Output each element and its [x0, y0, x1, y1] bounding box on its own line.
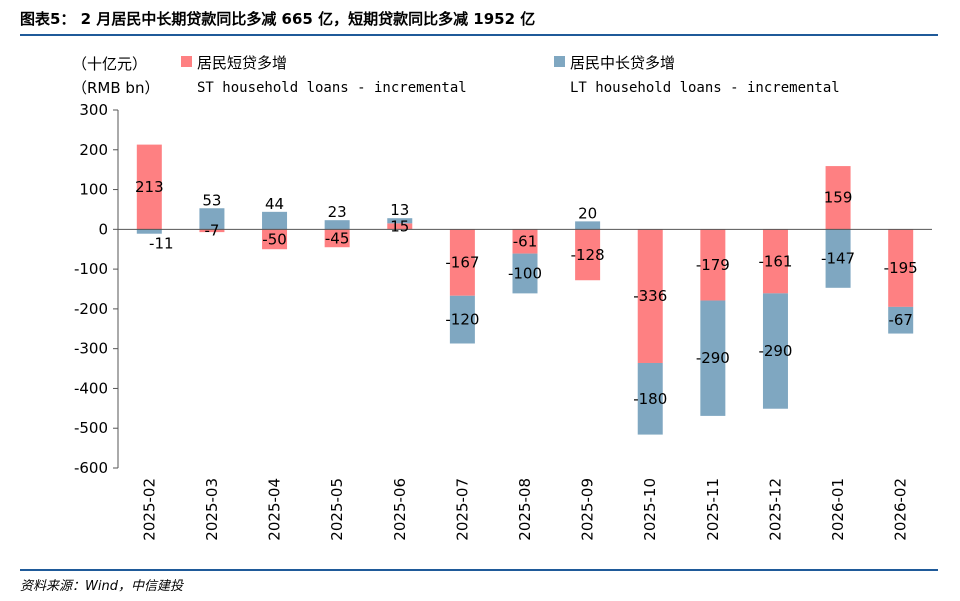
data-label-lt-2026-02: -67: [888, 311, 913, 329]
x-tick-label: 2025-05: [328, 478, 346, 541]
bar-st-2026-02: [888, 229, 914, 307]
bar-st-2025-02: [136, 144, 162, 230]
x-tick-label: 2025-09: [579, 478, 597, 541]
bar-st-2025-03: [199, 229, 225, 233]
x-tick-label: 2026-02: [892, 478, 910, 541]
data-label-lt-2025-09: 20: [578, 204, 597, 222]
y-tick-label: -500: [74, 419, 108, 437]
bar-st-2025-04: [262, 229, 288, 250]
unit-cn-label: （十亿元）: [72, 55, 147, 73]
bar-lt-2025-04: [262, 211, 288, 230]
y-tick-label: 200: [79, 141, 108, 159]
data-label-lt-2025-03: 53: [202, 191, 221, 209]
data-label-lt-2025-04: 44: [265, 195, 284, 213]
bar-lt-2025-05: [324, 220, 350, 230]
y-tick-label: 100: [79, 181, 108, 199]
bar-lt-2025-06: [387, 218, 413, 224]
data-label-st-2026-01: 159: [824, 189, 853, 207]
data-label-st-2025-06: 15: [390, 217, 409, 235]
bar-lt-2026-01: [825, 229, 851, 288]
bar-lt-2025-12: [762, 293, 788, 409]
data-label-lt-2025-08: -100: [508, 264, 542, 282]
title-rule: [20, 34, 938, 36]
x-tick-label: 2025-02: [140, 478, 158, 541]
footer-rule: [20, 569, 938, 571]
y-tick-label: -200: [74, 300, 108, 318]
bar-st-2025-10: [637, 229, 663, 363]
legend-lt-swatch: [554, 56, 565, 67]
y-tick-label: 0: [98, 220, 108, 238]
data-label-st-2025-04: -50: [262, 230, 287, 248]
data-label-st-2025-09: -128: [571, 246, 605, 264]
bar-lt-2025-10: [637, 362, 663, 435]
data-label-st-2025-11: -179: [696, 256, 730, 274]
bar-st-2025-08: [512, 229, 538, 254]
data-label-st-2025-12: -161: [758, 252, 792, 270]
legend-st-swatch: [181, 56, 192, 67]
bar-lt-2025-07: [449, 295, 475, 344]
x-tick-label: 2025-12: [766, 478, 784, 541]
bar-lt-2025-03: [199, 208, 225, 230]
y-tick-label: -100: [74, 260, 108, 278]
data-label-lt-2025-05: 23: [328, 203, 347, 221]
data-label-st-2026-02: -195: [884, 259, 918, 277]
data-label-st-2025-03: -7: [204, 222, 219, 240]
data-label-st-2025-08: -61: [513, 232, 538, 250]
legend-lt-cn: 居民中长贷多增: [570, 54, 675, 72]
bar-st-2025-06: [387, 223, 413, 230]
x-tick-label: 2025-03: [203, 478, 221, 541]
y-tick-label: -400: [74, 379, 108, 397]
bar-lt-2025-09: [575, 221, 601, 230]
data-label-st-2025-02: 213: [135, 178, 164, 196]
y-tick-label: 300: [79, 101, 108, 119]
x-tick-label: 2025-06: [391, 478, 409, 541]
x-tick-label: 2025-10: [641, 478, 659, 541]
bar-lt-2025-11: [700, 300, 726, 416]
data-label-st-2025-10: -336: [633, 287, 667, 305]
data-label-lt-2025-10: -180: [633, 390, 667, 408]
x-tick-label: 2025-07: [453, 478, 471, 541]
data-label-st-2025-07: -167: [445, 254, 479, 272]
bar-st-2025-05: [324, 229, 350, 248]
bar-st-2025-11: [700, 229, 726, 301]
source-note: 资料来源：Wind，中信建投: [20, 579, 183, 594]
y-tick-label: -300: [74, 340, 108, 358]
x-tick-label: 2025-11: [704, 478, 722, 541]
bar-lt-2025-08: [512, 253, 538, 294]
bar-st-2025-12: [762, 229, 788, 294]
data-label-lt-2026-01: -147: [821, 250, 855, 268]
chart-title: 图表5： 2 月居民中长期贷款同比多减 665 亿，短期贷款同比多减 1952 …: [20, 10, 536, 28]
data-label-lt-2025-11: -290: [696, 349, 730, 367]
data-label-lt-2025-06: 13: [390, 201, 409, 219]
bar-st-2025-07: [449, 229, 475, 296]
data-label-lt-2025-12: -290: [758, 342, 792, 360]
x-tick-label: 2025-04: [266, 478, 284, 541]
unit-en-label: （RMB bn）: [72, 79, 159, 97]
bar-lt-2025-02: [136, 229, 162, 234]
legend-st-en: ST household loans - incremental: [197, 80, 467, 96]
x-tick-label: 2026-01: [829, 478, 847, 541]
data-label-lt-2025-07: -120: [445, 311, 479, 329]
legend-st-cn: 居民短贷多增: [197, 54, 287, 72]
bar-st-2026-01: [825, 166, 851, 230]
data-label-lt-2025-02: -11: [149, 235, 174, 253]
legend-lt-en: LT household loans - incremental: [570, 80, 840, 96]
bar-lt-2026-02: [888, 306, 914, 334]
x-tick-label: 2025-08: [516, 478, 534, 541]
y-tick-label: -600: [74, 459, 108, 477]
bar-st-2025-09: [575, 229, 601, 281]
data-label-st-2025-05: -45: [325, 229, 350, 247]
